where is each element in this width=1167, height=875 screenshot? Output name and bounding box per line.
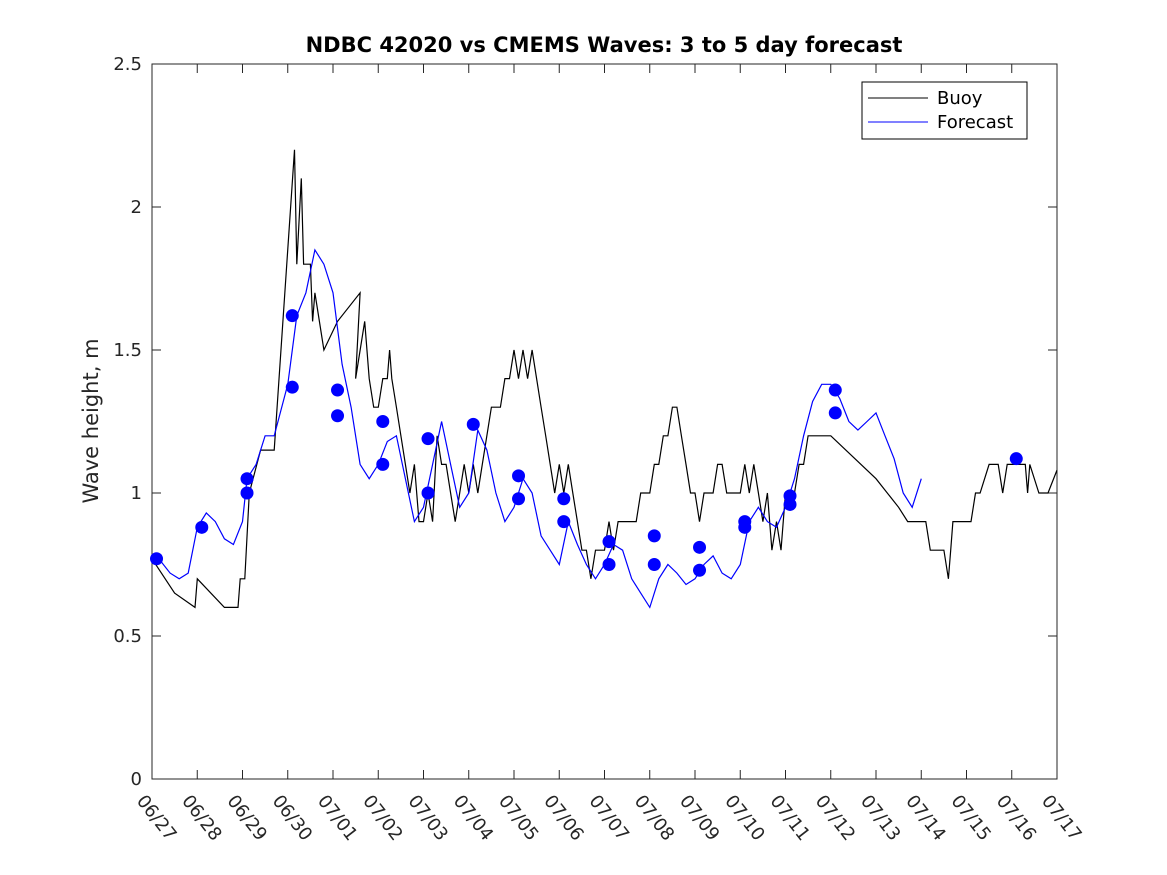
forecast-marker [1009,452,1023,466]
forecast-marker [285,309,299,323]
y-tick-label: 2 [131,197,142,218]
forecast-marker [693,563,707,577]
forecast-marker [376,415,390,428]
forecast-marker [240,472,254,486]
forecast-marker [557,515,571,529]
forecast-marker [602,558,616,571]
legend: Buoy Forecast [861,81,1028,140]
chart-title: NDBC 42020 vs CMEMS Waves: 3 to 5 day fo… [306,33,903,57]
forecast-marker [783,497,797,511]
forecast-marker [828,383,842,397]
forecast-marker [557,492,571,506]
legend-label-forecast: Forecast [937,112,1013,133]
y-axis-label: Wave height, m [79,338,103,503]
legend-label-buoy: Buoy [937,88,983,109]
forecast-marker [693,540,707,554]
forecast-marker [421,486,435,500]
forecast-marker [421,432,435,446]
series-line-forecast [151,248,922,609]
y-tick-label: 1.5 [113,340,142,361]
forecast-marker [512,469,526,483]
series-line-buoy [151,149,1058,609]
forecast-marker [647,529,661,543]
forecast-marker [195,520,209,534]
forecast-marker [285,380,299,394]
forecast-marker [738,520,752,534]
forecast-marker [828,406,842,420]
legend-box [861,81,1028,140]
forecast-marker [602,535,616,549]
forecast-marker [240,486,254,500]
plot-area [151,63,1058,780]
forecast-marker [150,552,164,566]
forecast-marker [376,457,390,471]
forecast-marker [466,417,480,431]
series-layer [150,149,1058,609]
y-tick-label: 2.5 [113,54,142,75]
y-tick-label: 0 [131,769,142,790]
forecast-marker [331,409,345,423]
y-tick-label: 1 [131,483,142,504]
forecast-marker [331,383,345,397]
forecast-marker [647,558,661,571]
forecast-marker [512,492,526,506]
y-tick-label: 0.5 [113,626,142,647]
